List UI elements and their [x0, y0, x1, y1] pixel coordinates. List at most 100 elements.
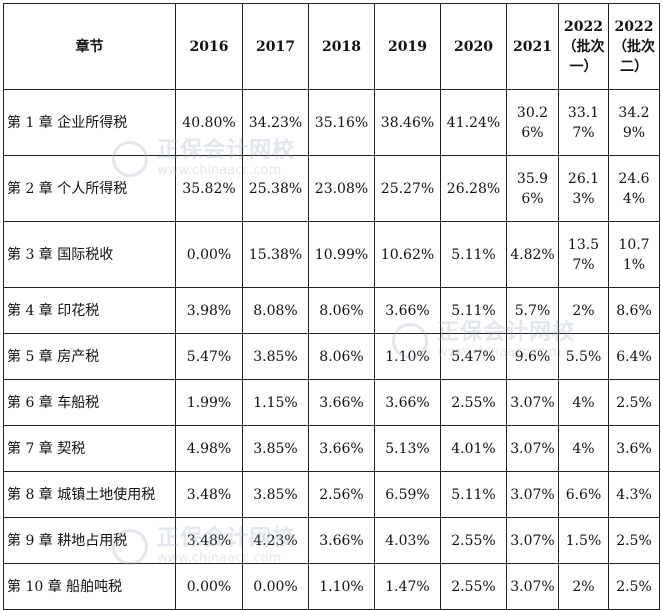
value-cell: 13.57% [558, 221, 609, 288]
value-cell: 40.80% [175, 89, 243, 156]
chapter-cell: 第 9 章 耕地占用税 [3, 517, 176, 564]
header-cell: 2022（批次一） [558, 3, 609, 90]
value-cell: 3.85% [242, 471, 309, 518]
value-cell: 3.66% [374, 379, 441, 426]
header-cell: 2022（批次二） [608, 3, 660, 90]
chapter-cell: 第 4 章 印花税 [3, 287, 176, 334]
value-cell: 23.08% [308, 155, 375, 222]
value-cell: 4.82% [506, 221, 559, 288]
value-cell: 0.00% [242, 563, 309, 610]
chapter-score-table: 章节 2016 2017 2018 2019 2020 2021 2022（批次… [3, 3, 660, 610]
value-cell: 15.38% [242, 221, 309, 288]
value-cell: 34.23% [242, 89, 309, 156]
value-cell: 4% [558, 379, 609, 426]
header-cell: 2020 [440, 3, 507, 90]
value-cell: 2.5% [608, 563, 660, 610]
value-cell: 3.6% [608, 425, 660, 472]
chapter-cell: 第 3 章 国际税收 [3, 221, 176, 288]
table-row: 第 4 章 印花税 3.98% 8.08% 8.06% 3.66% 5.11% 5.7% 2%… [3, 287, 660, 334]
value-cell: 3.66% [308, 379, 375, 426]
value-cell: 10.71% [608, 221, 660, 288]
value-cell: 4.3% [608, 471, 660, 518]
value-cell: 2% [558, 563, 609, 610]
value-cell: 25.38% [242, 155, 309, 222]
value-cell: 2% [558, 287, 609, 334]
table-row: 第 5 章 房产税 5.47% 3.85% 8.06% 1.10% 5.47% 9.6% 5.… [3, 333, 660, 380]
value-cell: 3.48% [175, 517, 243, 564]
value-cell: 3.07% [506, 471, 559, 518]
value-cell: 9.6% [506, 333, 559, 380]
chapter-cell: 第 2 章 个人所得税 [3, 155, 176, 222]
value-cell: 4% [558, 425, 609, 472]
value-cell: 10.62% [374, 221, 441, 288]
value-cell: 1.47% [374, 563, 441, 610]
value-cell: 3.85% [242, 425, 309, 472]
value-cell: 35.16% [308, 89, 375, 156]
value-cell: 5.47% [175, 333, 243, 380]
value-cell: 4.98% [175, 425, 243, 472]
value-cell: 24.64% [608, 155, 660, 222]
value-cell: 1.99% [175, 379, 243, 426]
value-cell: 5.11% [440, 221, 507, 288]
header-cell: 2021 [506, 3, 559, 90]
table-row: 第 3 章 国际税收 0.00% 15.38% 10.99% 10.62% 5.11% 4.… [3, 221, 660, 288]
value-cell: 4.01% [440, 425, 507, 472]
value-cell: 10.99% [308, 221, 375, 288]
table-row: 第 6 章 车船税 1.99% 1.15% 3.66% 3.66% 2.55% 3.07% 4… [3, 379, 660, 426]
value-cell: 3.66% [374, 287, 441, 334]
chapter-cell: 第 5 章 房产税 [3, 333, 176, 380]
value-cell: 35.82% [175, 155, 243, 222]
value-cell: 33.17% [558, 89, 609, 156]
value-cell: 3.07% [506, 517, 559, 564]
value-cell: 2.5% [608, 517, 660, 564]
value-cell: 6.59% [374, 471, 441, 518]
value-cell: 5.11% [440, 471, 507, 518]
value-cell: 3.85% [242, 333, 309, 380]
value-cell: 6.6% [558, 471, 609, 518]
value-cell: 5.7% [506, 287, 559, 334]
value-cell: 3.66% [308, 517, 375, 564]
chapter-cell: 第 10 章 船舶吨税 [3, 563, 176, 610]
value-cell: 35.96% [506, 155, 559, 222]
value-cell: 2.55% [440, 517, 507, 564]
value-cell: 5.13% [374, 425, 441, 472]
value-cell: 4.23% [242, 517, 309, 564]
header-cell: 2019 [374, 3, 441, 90]
header-cell: 2018 [308, 3, 375, 90]
value-cell: 3.07% [506, 425, 559, 472]
header-cell: 2016 [175, 3, 243, 90]
value-cell: 3.07% [506, 379, 559, 426]
value-cell: 25.27% [374, 155, 441, 222]
value-cell: 0.00% [175, 221, 243, 288]
table-row: 第 7 章 契税 4.98% 3.85% 3.66% 5.13% 4.01% 3.07% 4%… [3, 425, 660, 472]
document-page: 章节 2016 2017 2018 2019 2020 2021 2022（批次… [3, 3, 660, 610]
value-cell: 3.48% [175, 471, 243, 518]
chapter-cell: 第 7 章 契税 [3, 425, 176, 472]
table-row: 第 8 章 城镇土地使用税 3.48% 3.85% 2.56% 6.59% 5.11% 3.… [3, 471, 660, 518]
value-cell: 38.46% [374, 89, 441, 156]
value-cell: 6.4% [608, 333, 660, 380]
value-cell: 4.03% [374, 517, 441, 564]
value-cell: 5.5% [558, 333, 609, 380]
value-cell: 41.24% [440, 89, 507, 156]
value-cell: 2.55% [440, 563, 507, 610]
chapter-cell: 第 1 章 企业所得税 [3, 89, 176, 156]
value-cell: 2.5% [608, 379, 660, 426]
value-cell: 8.6% [608, 287, 660, 334]
value-cell: 5.47% [440, 333, 507, 380]
value-cell: 3.07% [506, 563, 559, 610]
chapter-cell: 第 8 章 城镇土地使用税 [3, 471, 176, 518]
value-cell: 2.56% [308, 471, 375, 518]
table-row: 第 9 章 耕地占用税 3.48% 4.23% 3.66% 4.03% 2.55% 3.07… [3, 517, 660, 564]
header-row: 章节 2016 2017 2018 2019 2020 2021 2022（批次… [3, 3, 660, 90]
table-row: 第 1 章 企业所得税 40.80% 34.23% 35.16% 38.46% 41.24… [3, 89, 660, 156]
table-row: 第 2 章 个人所得税 35.82% 25.38% 23.08% 25.27% 26.28… [3, 155, 660, 222]
value-cell: 1.10% [308, 563, 375, 610]
value-cell: 26.28% [440, 155, 507, 222]
header-cell: 章节 [3, 3, 176, 90]
value-cell: 3.66% [308, 425, 375, 472]
value-cell: 8.08% [242, 287, 309, 334]
chapter-cell: 第 6 章 车船税 [3, 379, 176, 426]
value-cell: 0.00% [175, 563, 243, 610]
value-cell: 1.10% [374, 333, 441, 380]
